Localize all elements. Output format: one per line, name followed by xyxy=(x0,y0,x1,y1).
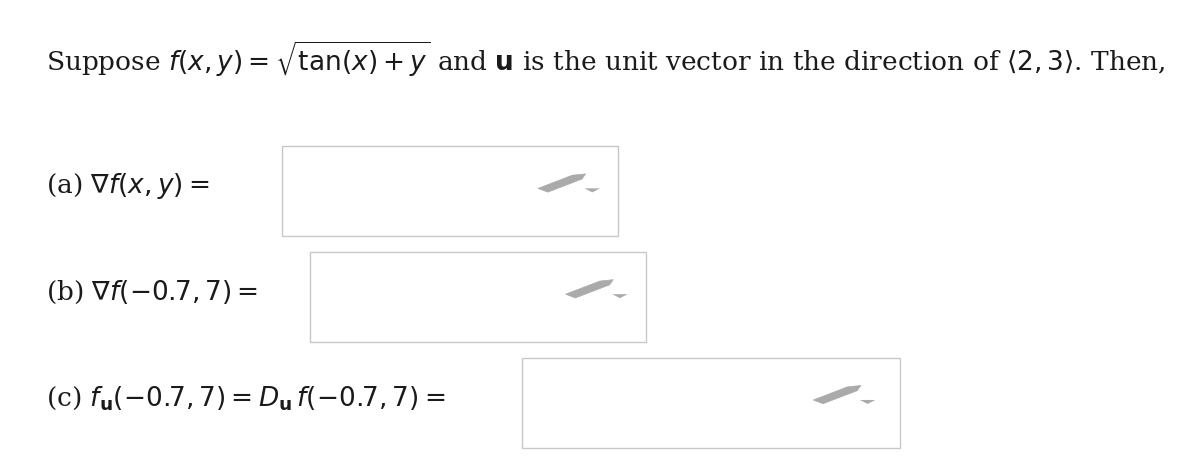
Polygon shape xyxy=(544,176,582,190)
Polygon shape xyxy=(814,398,828,404)
Text: Suppose $f(x, y) = \sqrt{\tan(x) + y}$ and $\mathbf{u}$ is the unit vector in th: Suppose $f(x, y) = \sqrt{\tan(x) + y}$ a… xyxy=(46,39,1165,78)
FancyBboxPatch shape xyxy=(310,252,646,342)
Polygon shape xyxy=(584,189,600,193)
Polygon shape xyxy=(818,387,857,402)
Polygon shape xyxy=(572,174,586,179)
Polygon shape xyxy=(571,281,610,296)
FancyBboxPatch shape xyxy=(282,147,618,236)
Text: (b) $\nabla f(-0.7, 7) =$: (b) $\nabla f(-0.7, 7) =$ xyxy=(46,278,258,305)
Polygon shape xyxy=(600,280,613,285)
Text: (c) $f_{\mathbf{u}}(-0.7, 7) = D_{\mathbf{u}}\, f(-0.7, 7) =$: (c) $f_{\mathbf{u}}(-0.7, 7) = D_{\mathb… xyxy=(46,383,445,411)
FancyBboxPatch shape xyxy=(522,358,900,448)
Polygon shape xyxy=(612,295,628,298)
Text: (a) $\nabla f(x, y) =$: (a) $\nabla f(x, y) =$ xyxy=(46,171,209,201)
Polygon shape xyxy=(538,187,553,193)
Polygon shape xyxy=(860,400,875,404)
Polygon shape xyxy=(565,292,581,298)
Polygon shape xyxy=(847,386,860,391)
